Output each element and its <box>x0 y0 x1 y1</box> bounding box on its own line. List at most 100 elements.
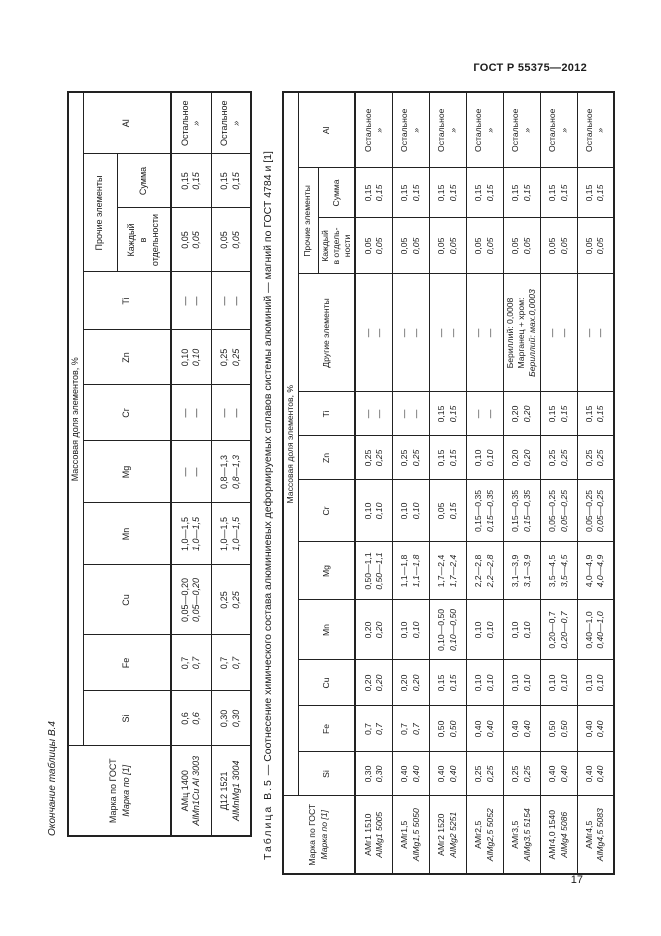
header-marka: Марка по ГОСТ Марка по [1] <box>68 746 172 836</box>
table-cell: 0,15 0,15 <box>429 436 467 480</box>
table-cell: — — <box>392 274 430 392</box>
table-cell: Д12 1521 AlMnMg1 3004 <box>211 746 252 836</box>
table-cell: 0,15 0,15 <box>355 168 393 218</box>
table-cell: 0,10 0,10 <box>503 600 541 660</box>
table-cell: 0,15—0,35 0,15—0,35 <box>466 480 504 542</box>
table-cell: 0,40 0,40 <box>503 706 541 752</box>
table-cell: Остальное» <box>466 91 504 168</box>
table-b4: Марка по ГОСТ Марка по [1] Массовая доля… <box>67 91 253 837</box>
table-cell: 0,05 0,05 <box>429 218 467 274</box>
table-cell: 0,15 0,15 <box>211 154 252 208</box>
table-cell: 0,15 0,15 <box>171 154 212 208</box>
table-cell: 0,25 0,25 <box>540 436 578 480</box>
table-cell: 0,10 0,10 <box>392 600 430 660</box>
table-cell: 0,10—0,50 0,10—0,50 <box>429 600 467 660</box>
table-cell: АМц 1400 AlMn1Cu Al 3003 <box>171 746 212 836</box>
table-b5-caption-label: Таблица В.5 <box>262 778 274 860</box>
table-cell: 0,10 0,10 <box>355 480 393 542</box>
table-cell: 0,25 0,25 <box>355 436 393 480</box>
table-cell: — — <box>429 274 467 392</box>
table-cell: АМг4,5 AlMg4,5 5083 <box>577 796 615 874</box>
table-cell: 0,20—0,7 0,20—0,7 <box>540 600 578 660</box>
table-cell: Бериллий: 0,0008 Марганец + хром: Берилли… <box>503 274 541 392</box>
table-cell: 3,1—3,9 3,1—3,9 <box>503 542 541 600</box>
header-zn: Zn <box>298 436 356 480</box>
table-cell: АМг3,5 AlMg3,5 5154 <box>503 796 541 874</box>
table-cell: АМг2 1520 AlMg2 5251 <box>429 796 467 874</box>
table-cell: 0,40 0,40 <box>540 752 578 796</box>
table-cell: АМг1,5 AlMg1,5 5050 <box>392 796 430 874</box>
header-group: Массовая доля элементов, % <box>283 91 298 796</box>
table-cell: 0,25 0,25 <box>392 436 430 480</box>
table-b5-caption: Таблица В.5 — Соотнесение химического со… <box>262 90 274 860</box>
table-cell: 0,05 0,05 <box>355 218 393 274</box>
table-cell: Остальное» <box>392 91 430 168</box>
table-cell: 0,15 0,15 <box>429 392 467 436</box>
table-b5: Марка по ГОСТ Марка по [1] Массовая доля… <box>282 90 616 875</box>
table-cell: 0,05—0,25 0,05—0,25 <box>540 480 578 542</box>
table-cell: 0,10 0,10 <box>577 660 615 706</box>
table-cell: 0,15 0,15 <box>577 168 615 218</box>
table-b5-body: АМг1 1510 AlMg1 5005 0,30 0,30 0,7 0,7 0,20 0,2… <box>355 91 615 874</box>
table-cell: 0,20 0,20 <box>503 392 541 436</box>
table-b4-caption: Окончание таблицы В.4 <box>47 721 58 836</box>
table-cell: 0,7 0,7 <box>392 706 430 752</box>
table-cell: 0,50 0,50 <box>429 706 467 752</box>
table-cell: 1,0—1,5 1,0—1,5 <box>211 503 252 565</box>
header-marka-ref: Марка по [1] <box>120 764 131 817</box>
table-cell: Остальное» <box>577 91 615 168</box>
table-cell: 0,25 0,25 <box>503 752 541 796</box>
table-cell: — — <box>171 385 212 441</box>
table-cell: 0,05—0,25 0,05—0,25 <box>577 480 615 542</box>
table-cell: 0,40 0,40 <box>466 706 504 752</box>
table-cell: 0,05—0,20 0,05—0,20 <box>171 565 212 635</box>
table-cell: 0,25 0,25 <box>577 436 615 480</box>
header-al: Al <box>83 92 172 154</box>
table-row: АМц 1400 AlMn1Cu Al 3003 0,6 0,6 0,7 0,7 0,05—… <box>171 92 212 836</box>
table-cell: Остальное» <box>355 91 393 168</box>
table-cell: — — <box>355 274 393 392</box>
header-group: Массовая доля элементов, % <box>68 92 84 746</box>
table-cell: 0,40—1,0 0,40—1,0 <box>577 600 615 660</box>
table-cell: 0,40 0,40 <box>429 752 467 796</box>
table-cell: 0,15 0,15 <box>429 660 467 706</box>
table-cell: 0,40 0,40 <box>577 752 615 796</box>
table-b4-body: АМц 1400 AlMn1Cu Al 3003 0,6 0,6 0,7 0,7 0,05—… <box>171 92 252 836</box>
table-cell: 0,30 0,30 <box>211 691 252 746</box>
header-other-each: Каждый в отдель- ности <box>318 218 356 274</box>
header-other-sum: Сумма <box>318 168 356 218</box>
table-row: АМг1 1510 AlMg1 5005 0,30 0,30 0,7 0,7 0,20 0,2… <box>355 91 393 874</box>
header-mn: Mn <box>298 600 356 660</box>
table-cell: 3,5—4,5 3,5—4,5 <box>540 542 578 600</box>
table-cell: 0,15 0,15 <box>429 168 467 218</box>
table-row: АМг1,5 AlMg1,5 5050 0,40 0,40 0,7 0,7 0,20 0,20… <box>392 91 430 874</box>
table-row: Д12 1521 AlMnMg1 3004 0,30 0,30 0,7 0,7 0,25 0,… <box>211 92 252 836</box>
table-cell: 0,40 0,40 <box>392 752 430 796</box>
table-cell: 2,2—2,8 2,2—2,8 <box>466 542 504 600</box>
table-cell: 0,25 0,25 <box>466 752 504 796</box>
table-cell: — — <box>171 441 212 503</box>
table-cell: АМг4,0 1540 AlMg4 5086 <box>540 796 578 874</box>
header-ti: Ti <box>83 272 172 330</box>
header-fe: Fe <box>298 706 356 752</box>
table-cell: Остальное» <box>171 92 212 154</box>
table-cell: 0,15 0,15 <box>392 168 430 218</box>
header-mn: Mn <box>83 503 172 565</box>
header-other-group: Прочие элементы <box>83 154 118 272</box>
header-al: Al <box>298 91 356 168</box>
header-zn: Zn <box>83 330 172 385</box>
table-cell: 0,7 0,7 <box>171 635 212 691</box>
table-cell: — — <box>211 272 252 330</box>
header-marka-gost: Марка по ГОСТ <box>307 803 318 866</box>
table-cell: — — <box>171 272 212 330</box>
table-cell: 1,1—1,8 1,1—1,8 <box>392 542 430 600</box>
table-cell: 0,05 0,05 <box>392 218 430 274</box>
header-mg: Mg <box>298 542 356 600</box>
table-cell: 0,15 0,15 <box>540 168 578 218</box>
table-cell: 0,50—1,1 0,50—1,1 <box>355 542 393 600</box>
table-row: АМг3,5 AlMg3,5 5154 0,25 0,25 0,40 0,40 0,10 0,… <box>503 91 541 874</box>
table-cell: — — <box>466 392 504 436</box>
table-cell: 0,10 0,10 <box>466 600 504 660</box>
table-cell: Остальное» <box>540 91 578 168</box>
